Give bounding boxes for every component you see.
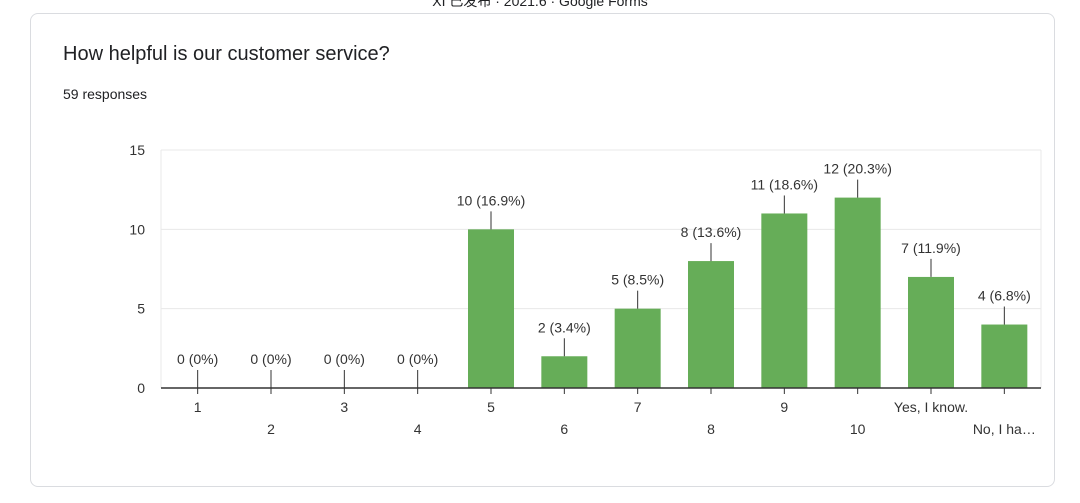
bar <box>688 261 734 388</box>
data-label: 0 (0%) <box>250 351 291 367</box>
x-tick-label: 5 <box>487 399 495 415</box>
question-card <box>30 13 1055 487</box>
data-label: 5 (8.5%) <box>611 272 664 288</box>
x-tick-label: 4 <box>414 421 422 437</box>
x-tick-label: 3 <box>340 399 348 415</box>
x-tick-label: 9 <box>780 399 788 415</box>
data-label: 8 (13.6%) <box>681 224 742 240</box>
data-label: 0 (0%) <box>177 351 218 367</box>
data-label: 12 (20.3%) <box>823 161 891 177</box>
bar <box>541 356 588 388</box>
y-tick-label: 10 <box>129 221 145 237</box>
data-label: 0 (0%) <box>397 351 438 367</box>
bar <box>761 213 808 388</box>
x-tick-label: 7 <box>634 399 642 415</box>
y-tick-label: 5 <box>137 301 145 317</box>
y-tick-label: 0 <box>137 380 145 396</box>
bar <box>908 276 954 388</box>
page-header: XI 已发布 · 2021.6 · Google Forms <box>432 0 648 9</box>
response-count: 59 responses <box>63 86 148 102</box>
bar <box>614 308 661 388</box>
data-label: 0 (0%) <box>324 351 365 367</box>
data-label: 7 (11.9%) <box>901 240 961 256</box>
x-tick-label: Yes, I know. <box>894 399 968 415</box>
y-tick-label: 15 <box>129 142 145 158</box>
x-tick-label: 8 <box>707 421 715 437</box>
x-tick-label: 2 <box>267 421 275 437</box>
x-tick-label: 1 <box>194 399 202 415</box>
data-label: 10 (16.9%) <box>457 192 525 208</box>
x-tick-label: 6 <box>560 421 568 437</box>
data-label: 4 (6.8%) <box>978 288 1031 304</box>
bar <box>834 197 881 388</box>
x-tick-label: 10 <box>850 421 866 437</box>
question-title: How helpful is our customer service? <box>63 43 390 65</box>
bar <box>981 324 1028 388</box>
data-label: 2 (3.4%) <box>538 319 591 335</box>
data-label: 11 (18.6%) <box>751 176 818 192</box>
bar <box>468 229 514 388</box>
x-tick-label: No, I ha… <box>973 421 1036 437</box>
